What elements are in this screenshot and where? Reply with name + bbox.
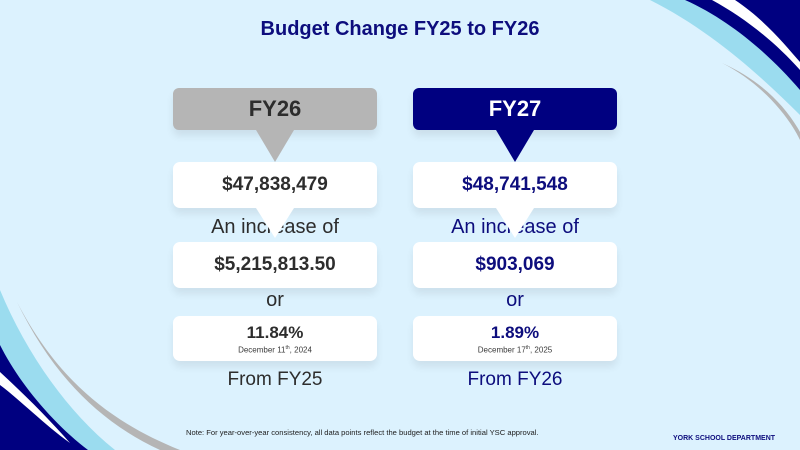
callout-pointer — [496, 208, 534, 238]
fy26-year-label: FY26 — [248, 96, 302, 121]
callout-pointer — [256, 208, 294, 238]
fy26-increase-box: $5,215,813.50 — [173, 242, 377, 288]
fy26-column: FY26 $47,838,479 An increase of $5,215,8… — [173, 88, 377, 391]
fy27-approval-date: December 17th, 2025 — [477, 345, 553, 355]
fy26-from-label: From FY25 — [227, 369, 323, 390]
fy27-increase-box: $903,069 — [413, 242, 617, 288]
fy26-percent-value: 11.84% — [246, 323, 304, 342]
fy27-year-label: FY27 — [488, 96, 542, 121]
fy26-header: FY26 — [173, 88, 377, 162]
footnote: Note: For year-over-year consistency, al… — [186, 428, 539, 437]
fy27-or-label: or — [506, 289, 524, 311]
fy26-budget-box: $47,838,479 — [173, 162, 377, 238]
organization-name: YORK SCHOOL DEPARTMENT — [673, 435, 776, 442]
fy27-column: FY27 $48,741,548 An increase of $903,069… — [413, 88, 617, 391]
fy27-from-label: From FY26 — [467, 369, 563, 390]
page-title: Budget Change FY25 to FY26 — [260, 18, 540, 40]
fy27-budget-box: $48,741,548 — [413, 162, 617, 238]
callout-pointer — [256, 130, 294, 162]
fy26-budget-value: $47,838,479 — [222, 174, 328, 195]
fy27-percent-value: 1.89% — [490, 323, 540, 342]
callout-pointer — [496, 130, 534, 162]
fy27-budget-value: $48,741,548 — [462, 174, 568, 195]
fy27-percent-box: 1.89% December 17th, 2025 — [413, 316, 617, 361]
fy26-approval-date: December 11th, 2024 — [238, 345, 312, 355]
fy26-or-label: or — [266, 289, 284, 311]
fy27-header: FY27 — [413, 88, 617, 162]
fy27-increase-amount: $903,069 — [475, 254, 555, 275]
fy26-percent-box: 11.84% December 11th, 2024 — [173, 316, 377, 361]
fy26-increase-amount: $5,215,813.50 — [214, 254, 336, 275]
